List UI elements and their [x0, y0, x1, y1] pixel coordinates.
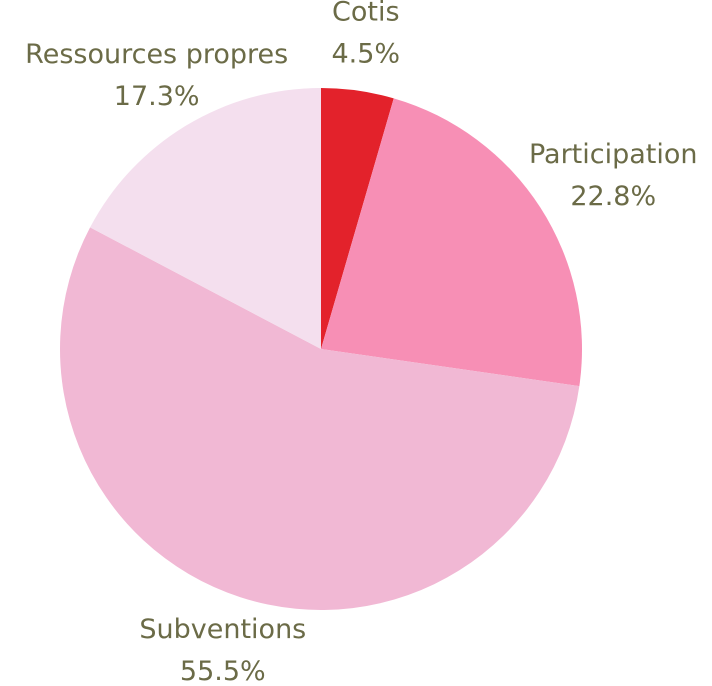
slice-label: Participation	[529, 139, 698, 170]
slice-label: Cotis	[332, 0, 400, 28]
slice-label: Ressources propres	[25, 39, 288, 70]
slice-value-label: 4.5%	[331, 39, 400, 70]
slice-value-label: 55.5%	[180, 656, 266, 686]
pie-slice	[90, 88, 321, 349]
pie-slice	[321, 88, 394, 349]
slice-label: Subventions	[139, 614, 306, 645]
pie-slice	[59, 227, 580, 611]
slice-value-label: 17.3%	[114, 81, 200, 112]
pie-slice	[321, 98, 582, 387]
slice-value-label: 22.8%	[570, 181, 656, 212]
